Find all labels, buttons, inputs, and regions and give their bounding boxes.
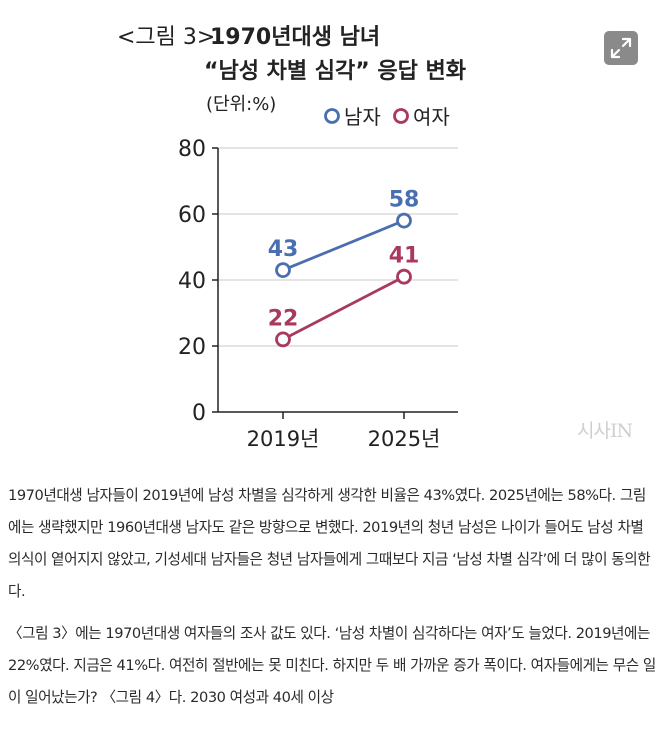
y-tick-label: 0 — [192, 401, 206, 426]
article-paragraph-2: 〈그림 3〉에는 1970년대생 여자들의 조사 값도 있다. ‘남성 차별이 … — [8, 625, 656, 706]
legend-marker-female — [393, 108, 409, 124]
y-tick-label: 40 — [178, 269, 206, 294]
y-tick-label: 80 — [178, 137, 206, 162]
article-paragraph-1: 1970년대생 남자들이 2019년에 남성 차별을 심각하게 생각한 비율은 … — [8, 487, 651, 600]
chart-title-line2: “남성 차별 심각” 응답 변화 — [204, 59, 466, 84]
data-point — [275, 331, 291, 348]
axes: 0 20 40 60 80 2019년 2025년 — [178, 137, 458, 451]
data-label: 43 — [268, 237, 299, 262]
chart-title-line1: 1970년대생 남녀 — [210, 25, 380, 50]
article-body: 1970년대생 남자들이 2019년에 남성 차별을 심각하게 생각한 비율은 … — [8, 480, 656, 724]
legend-label-male: 남자 — [344, 105, 381, 129]
x-tick-label: 2019년 — [247, 427, 320, 451]
series-line-0 — [282, 219, 405, 272]
y-tick-label: 60 — [178, 203, 206, 228]
series: 43 58 22 41 — [268, 188, 420, 348]
x-tick-label: 2025년 — [368, 427, 441, 451]
data-label: 58 — [389, 188, 420, 213]
legend-label-female: 여자 — [413, 105, 450, 129]
data-point — [396, 212, 412, 229]
data-point — [396, 268, 412, 285]
data-label: 22 — [268, 306, 299, 331]
line-chart: <그림 3> 1970년대생 남녀 “남성 차별 심각” 응답 변화 (단위:%… — [117, 25, 466, 451]
series-line-1 — [282, 275, 405, 341]
watermark: 시사IN — [577, 420, 633, 442]
legend: 남자 여자 — [324, 105, 450, 129]
y-tick-label: 20 — [178, 335, 206, 360]
chart-title-prefix: <그림 3> — [117, 25, 215, 50]
legend-marker-male — [324, 108, 340, 124]
grid-lines — [218, 147, 458, 347]
expand-button[interactable] — [604, 31, 638, 65]
expand-icon — [610, 37, 632, 59]
chart-unit: (단위:%) — [206, 94, 276, 115]
data-point — [275, 262, 291, 279]
data-label: 41 — [389, 244, 420, 269]
